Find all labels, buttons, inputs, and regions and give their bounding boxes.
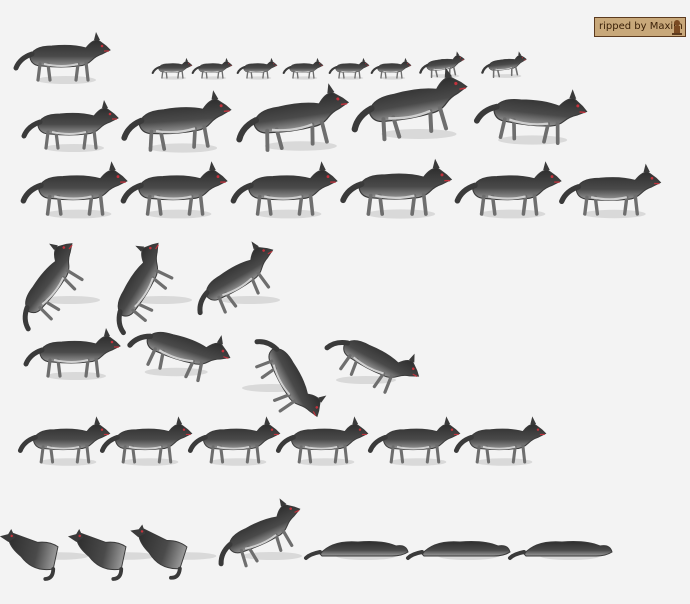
wolf-sprite-sit bbox=[67, 529, 127, 581]
sprite-row-walk bbox=[20, 158, 662, 219]
wolf-sprite-tumble bbox=[254, 339, 327, 418]
wolf-sprite-mini bbox=[191, 57, 233, 79]
wolf-sprite-walk bbox=[340, 158, 453, 216]
credit-badge: ripped by Maxim bbox=[594, 17, 686, 37]
wolf-sprite-walk bbox=[120, 161, 228, 216]
wolf-sprite-stand bbox=[13, 32, 111, 82]
wolf-sprite-lie-flat bbox=[508, 541, 613, 560]
wolf-sprite-stand bbox=[17, 416, 111, 464]
wolf-sprite-rear bbox=[22, 243, 84, 332]
wolf-sprite-lie-howl bbox=[218, 498, 301, 568]
sprite-row-portrait-and-mini-run bbox=[13, 32, 527, 84]
wolf-sprite-stand bbox=[367, 416, 461, 464]
sprite-shadow bbox=[132, 296, 192, 304]
wolf-sprite-leap bbox=[236, 83, 350, 152]
wolf-sprite-mini bbox=[282, 57, 324, 79]
wolf-sprite-land bbox=[473, 89, 588, 145]
wolf-sprite-leap bbox=[351, 67, 468, 142]
credit-text: ripped by Maxim bbox=[599, 21, 683, 32]
wolf-sprite-walk bbox=[559, 163, 662, 216]
wolf-sprite-howl bbox=[197, 241, 274, 316]
wolf-sprite-walk bbox=[454, 161, 562, 216]
wolf-sprite-mini bbox=[370, 57, 412, 79]
wolf-sprite-tumble bbox=[324, 339, 420, 394]
sprite-row-sniff-and-tumble bbox=[23, 328, 420, 418]
wolf-sprite-stand bbox=[187, 416, 281, 464]
sprite-row-run bbox=[21, 67, 588, 153]
wolf-sprite-stand bbox=[99, 416, 193, 464]
sprite-row-sit-and-lie bbox=[0, 498, 613, 581]
wolf-sprite-stand bbox=[453, 416, 547, 464]
wolf-sprite-sit bbox=[0, 529, 59, 581]
wolf-sprite-walk bbox=[230, 161, 338, 216]
sprite-row-howl bbox=[22, 241, 280, 336]
wolf-sprite-mini-run bbox=[481, 51, 527, 78]
wolf-sprite-walk bbox=[20, 161, 128, 216]
sprite-shadow bbox=[381, 129, 457, 139]
sprite-shadow bbox=[220, 296, 280, 304]
wolf-sprite-rear bbox=[116, 242, 174, 336]
wolf-sprite-mini-run bbox=[419, 51, 465, 78]
wolf-sprite-mini bbox=[328, 57, 370, 79]
wolf-sprite-lie-flat bbox=[406, 541, 511, 560]
wolf-sprite-lunge bbox=[121, 90, 232, 152]
wolf-sprite-mini bbox=[236, 57, 278, 79]
sprite-row-idle bbox=[17, 416, 547, 466]
wolf-sprite-sniff bbox=[127, 331, 231, 383]
sprite-shadow bbox=[40, 296, 100, 304]
wolf-sprite-walk bbox=[23, 328, 121, 378]
wolf-sprite-stand bbox=[275, 416, 369, 464]
wolf-sprite-lie bbox=[304, 541, 409, 560]
sprite-shadow bbox=[144, 367, 208, 377]
mascot-icon bbox=[672, 20, 682, 35]
wolf-sprite-mini bbox=[151, 57, 193, 79]
wolf-sprite-trot bbox=[21, 100, 119, 150]
wolf-sprite-sit bbox=[130, 524, 188, 580]
